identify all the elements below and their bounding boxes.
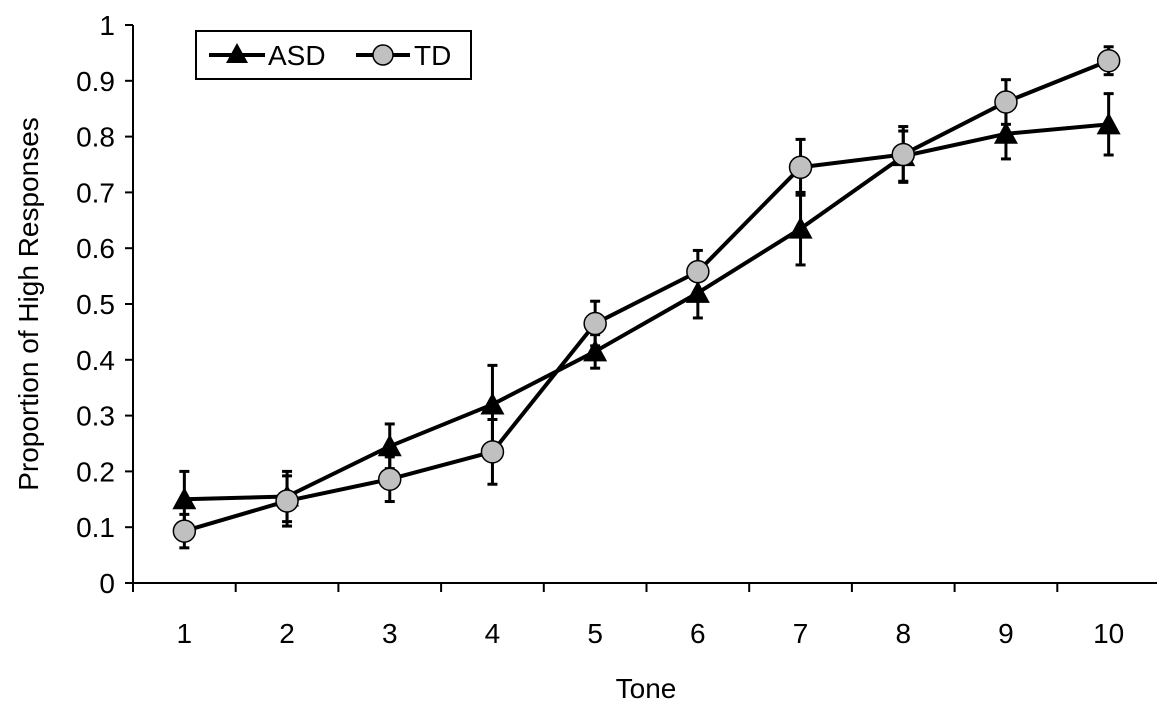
y-tick-label: 0.7 (76, 177, 115, 208)
legend-asd-label: ASD (268, 40, 326, 71)
y-tick-label: 0.1 (76, 512, 115, 543)
y-tick-label: 1 (99, 10, 115, 41)
y-tick-label: 0.5 (76, 289, 115, 320)
y-tick-label: 0.6 (76, 233, 115, 264)
td-point (275, 489, 299, 513)
td-point (788, 155, 813, 180)
legend: ASD TD (195, 30, 472, 80)
x-tick-label: 8 (895, 618, 911, 649)
td-point (480, 440, 505, 464)
td-point (172, 519, 197, 543)
legend-td-marker (372, 44, 394, 66)
x-tick-label: 10 (1093, 618, 1124, 649)
x-tick-label: 1 (177, 618, 193, 649)
y-tick-label: 0.4 (76, 345, 115, 376)
y-tick-label: 0 (99, 568, 115, 599)
asd-point (583, 339, 608, 362)
y-tick-label: 0.2 (76, 456, 115, 487)
asd-point (377, 434, 402, 457)
x-tick-label: 9 (998, 618, 1014, 649)
x-tick-label: 7 (793, 618, 809, 649)
legend-td-label: TD (414, 40, 451, 71)
td-point (686, 259, 710, 284)
x-axis-title: Tone (616, 673, 677, 704)
asd-point (480, 392, 505, 415)
td-point (994, 90, 1018, 114)
asd-point (172, 487, 197, 510)
asd-point (685, 280, 710, 303)
x-tick-label: 2 (279, 618, 295, 649)
x-tick-label: 4 (485, 618, 501, 649)
y-tick-label: 0.8 (76, 122, 115, 153)
td-point (378, 467, 402, 491)
series-markers (172, 48, 1121, 543)
x-ticks: 1 2 3 4 5 6 7 8 9 10 (132, 583, 1124, 649)
x-tick-label: 3 (382, 618, 398, 649)
x-tick-label: 6 (690, 618, 706, 649)
series-layer (172, 45, 1121, 550)
td-point (891, 142, 915, 167)
td-point (1096, 48, 1121, 73)
legend-asd-marker (226, 43, 248, 63)
series-lines (183, 58, 1110, 534)
td-series-line (183, 58, 1110, 534)
y-ticks: 0 0.1 0.2 0.3 0.4 0.5 0.6 0.7 0.8 0.9 1 (76, 10, 133, 599)
x-tick-label: 5 (587, 618, 603, 649)
asd-point (788, 216, 813, 239)
asd-series-line (184, 122, 1109, 502)
y-axis-title: Proportion of High Responses (13, 117, 44, 491)
asd-point (993, 121, 1018, 144)
asd-point (1096, 112, 1121, 135)
y-tick-label: 0.3 (76, 401, 115, 432)
y-tick-label: 0.9 (76, 66, 115, 97)
td-point (583, 311, 607, 336)
